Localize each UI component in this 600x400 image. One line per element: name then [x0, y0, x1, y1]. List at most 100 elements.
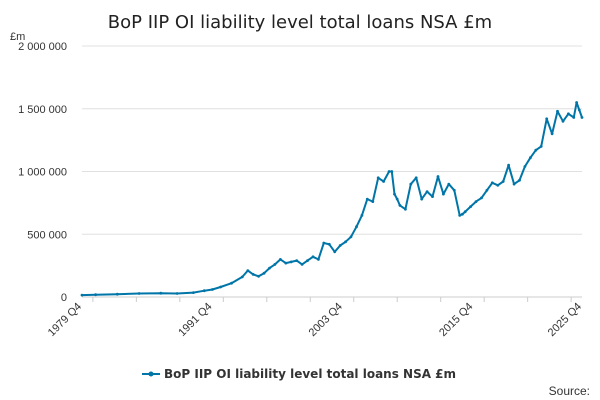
- y-tick-labels: 0 500 000 1 000 000 1 500 000 2 000 000: [18, 41, 67, 304]
- chart-title: BoP IIP OI liability level total loans N…: [108, 12, 492, 33]
- data-point[interactable]: [414, 176, 418, 180]
- series-line: [81, 101, 583, 297]
- data-point[interactable]: [289, 260, 293, 264]
- data-point[interactable]: [349, 235, 353, 239]
- data-point[interactable]: [268, 266, 271, 270]
- data-point[interactable]: [240, 275, 244, 279]
- data-point[interactable]: [485, 188, 489, 192]
- y-tick-label: 1 000 000: [18, 167, 67, 179]
- data-point[interactable]: [431, 195, 434, 199]
- data-point[interactable]: [355, 225, 358, 229]
- y-tick-label: 0: [61, 292, 67, 304]
- data-point[interactable]: [420, 197, 424, 201]
- data-point[interactable]: [219, 285, 223, 289]
- data-point[interactable]: [458, 214, 462, 217]
- data-point[interactable]: [507, 163, 510, 167]
- y-axis-unit: £m: [10, 31, 25, 43]
- data-point[interactable]: [404, 207, 407, 211]
- data-point[interactable]: [398, 204, 402, 207]
- data-point[interactable]: [365, 197, 369, 201]
- data-point[interactable]: [436, 175, 440, 178]
- data-point[interactable]: [371, 200, 375, 204]
- data-point[interactable]: [409, 182, 413, 186]
- data-point[interactable]: [501, 180, 505, 183]
- data-point[interactable]: [284, 261, 288, 265]
- legend[interactable]: BoP IIP OI liability level total loans N…: [142, 367, 456, 381]
- data-point[interactable]: [344, 240, 347, 244]
- data-point[interactable]: [257, 274, 260, 278]
- data-point[interactable]: [322, 241, 326, 245]
- data-point[interactable]: [393, 192, 396, 196]
- data-point[interactable]: [311, 255, 315, 259]
- data-point[interactable]: [442, 192, 445, 196]
- data-point[interactable]: [246, 269, 250, 272]
- data-point[interactable]: [230, 281, 233, 285]
- y-tick-label: 500 000: [27, 229, 67, 241]
- source-label: Source:: [549, 384, 590, 398]
- data-point[interactable]: [279, 258, 282, 261]
- data-point[interactable]: [300, 263, 304, 266]
- data-point[interactable]: [137, 292, 141, 295]
- data-point[interactable]: [452, 188, 456, 192]
- series-group: [80, 101, 584, 297]
- grid-lines: [82, 45, 582, 298]
- x-tick-labels: 1979 Q4 1991 Q4 2003 Q4 2015 Q4 2025 Q4: [46, 297, 584, 339]
- x-tick-label: 2003 Q4: [307, 301, 345, 339]
- data-point[interactable]: [273, 263, 277, 266]
- data-point[interactable]: [577, 108, 581, 112]
- data-point[interactable]: [490, 181, 494, 185]
- data-point[interactable]: [211, 288, 214, 291]
- y-tick-label: 1 500 000: [18, 104, 67, 116]
- data-point[interactable]: [561, 119, 565, 123]
- data-point[interactable]: [262, 271, 266, 275]
- data-point[interactable]: [382, 180, 385, 183]
- data-point[interactable]: [333, 250, 337, 254]
- data-point[interactable]: [539, 145, 543, 148]
- data-point[interactable]: [317, 258, 320, 261]
- data-point[interactable]: [567, 112, 570, 116]
- data-point[interactable]: [545, 117, 549, 121]
- data-point[interactable]: [534, 148, 538, 152]
- data-point[interactable]: [251, 273, 255, 276]
- data-point[interactable]: [480, 196, 483, 200]
- data-point[interactable]: [395, 197, 399, 201]
- data-point[interactable]: [512, 182, 516, 186]
- data-point[interactable]: [518, 178, 521, 182]
- data-point[interactable]: [390, 170, 394, 173]
- data-point[interactable]: [523, 165, 527, 168]
- data-point[interactable]: [447, 182, 451, 186]
- legend-label[interactable]: BoP IIP OI liability level total loans N…: [164, 367, 456, 381]
- data-point[interactable]: [463, 210, 467, 214]
- data-point[interactable]: [580, 116, 584, 119]
- data-point[interactable]: [529, 156, 532, 160]
- data-point[interactable]: [550, 132, 554, 136]
- data-point[interactable]: [360, 214, 364, 217]
- data-point[interactable]: [425, 190, 429, 194]
- data-point[interactable]: [202, 289, 206, 293]
- data-point[interactable]: [469, 205, 472, 209]
- data-point[interactable]: [338, 244, 342, 247]
- data-point[interactable]: [192, 291, 195, 294]
- x-tick-label: 1991 Q4: [176, 301, 214, 339]
- data-point[interactable]: [496, 183, 500, 187]
- data-point[interactable]: [295, 259, 299, 262]
- data-point[interactable]: [159, 291, 163, 295]
- data-point[interactable]: [306, 259, 309, 262]
- x-tick-label: 2015 Q4: [437, 301, 475, 339]
- data-point[interactable]: [376, 176, 380, 180]
- data-point[interactable]: [556, 109, 559, 113]
- data-point[interactable]: [575, 101, 578, 104]
- legend-marker-icon: [148, 371, 154, 377]
- data-point[interactable]: [572, 116, 576, 119]
- data-point[interactable]: [327, 242, 331, 246]
- data-point[interactable]: [474, 200, 478, 204]
- data-point[interactable]: [115, 292, 119, 296]
- data-point[interactable]: [175, 292, 179, 295]
- x-tick-label: 2025 Q4: [546, 301, 584, 339]
- data-point[interactable]: [461, 212, 464, 216]
- data-point[interactable]: [80, 293, 84, 297]
- data-point[interactable]: [94, 293, 97, 297]
- data-point[interactable]: [387, 170, 391, 173]
- x-tick-label: 1979 Q4: [46, 301, 84, 339]
